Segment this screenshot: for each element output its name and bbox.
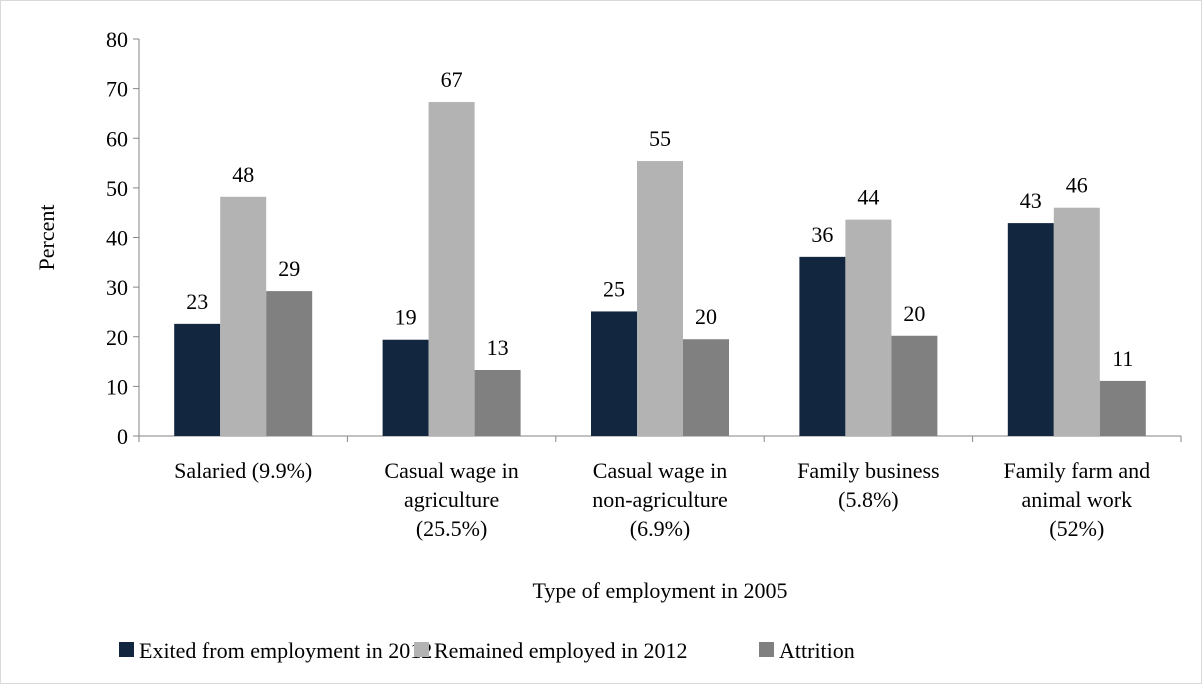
bar — [1099, 380, 1146, 436]
bar — [1007, 223, 1054, 436]
data-label: 43 — [1020, 188, 1042, 213]
bar — [637, 161, 683, 436]
bar — [845, 219, 892, 436]
bars — [174, 102, 1146, 437]
legend: Exited from employment in 2012 Remained e… — [119, 638, 855, 663]
data-label: 29 — [278, 256, 300, 281]
x-category-label: Casual wage in non-agriculture (6.9%) — [592, 458, 728, 541]
data-label: 23 — [186, 289, 208, 314]
y-tick-label: 40 — [106, 226, 128, 251]
y-tick-label: 60 — [106, 126, 128, 151]
y-tick-label: 70 — [106, 77, 128, 102]
bar — [799, 256, 846, 436]
bar — [683, 339, 729, 436]
data-label: 25 — [603, 276, 625, 301]
data-label: 36 — [811, 222, 833, 247]
data-label: 13 — [487, 335, 509, 360]
legend-swatch — [119, 642, 134, 657]
legend-label: Attrition — [779, 638, 855, 663]
x-axis: Salaried (9.9%) Casual wage in agriculture… — [138, 435, 1182, 541]
y-tick-label: 30 — [106, 275, 128, 300]
data-label: 19 — [395, 305, 417, 330]
y-tick-label: 20 — [106, 325, 128, 350]
y-tick-label: 80 — [106, 27, 128, 52]
y-axis: 0 10 20 30 40 50 60 70 80 — [106, 27, 140, 449]
legend-swatch — [414, 642, 429, 657]
bar — [591, 311, 637, 436]
x-category-label: Family farm and animal work (52%) — [1003, 458, 1150, 541]
y-tick-label: 0 — [117, 424, 128, 449]
data-label: 48 — [232, 162, 254, 187]
bar — [266, 291, 313, 436]
bar — [220, 196, 267, 436]
bar — [1053, 207, 1100, 436]
data-label: 67 — [441, 67, 463, 92]
legend-swatch — [759, 642, 774, 657]
data-label: 11 — [1112, 346, 1133, 371]
bar — [474, 369, 521, 436]
legend-label: Exited from employment in 2012 — [139, 638, 432, 663]
data-label: 20 — [903, 301, 925, 326]
legend-label: Remained employed in 2012 — [434, 638, 688, 663]
y-tick-label: 50 — [106, 176, 128, 201]
x-category-label: Family business (5.8%) — [797, 458, 939, 512]
data-label: 55 — [649, 126, 671, 151]
bar — [382, 339, 429, 436]
data-label: 44 — [857, 185, 879, 210]
data-label: 46 — [1066, 173, 1088, 198]
bar — [174, 323, 221, 436]
x-category-label: Casual wage in agriculture (25.5%) — [384, 458, 518, 541]
data-labels: 23 48 29 19 67 13 25 55 20 36 44 20 43 46 11 — [186, 67, 1133, 371]
data-label: 20 — [695, 304, 717, 329]
y-tick-label: 10 — [106, 374, 128, 399]
x-axis-title: Type of employment in 2005 — [532, 578, 787, 603]
bar — [891, 335, 938, 436]
y-axis-title: Percent — [34, 205, 59, 271]
bar — [428, 102, 475, 437]
x-category-label: Salaried (9.9%) — [174, 458, 312, 483]
